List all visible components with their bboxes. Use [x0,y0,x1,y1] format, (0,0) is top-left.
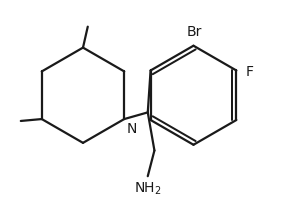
Text: F: F [246,65,254,79]
Text: N: N [127,122,138,136]
Text: NH$_2$: NH$_2$ [134,181,162,197]
Text: Br: Br [187,25,202,39]
